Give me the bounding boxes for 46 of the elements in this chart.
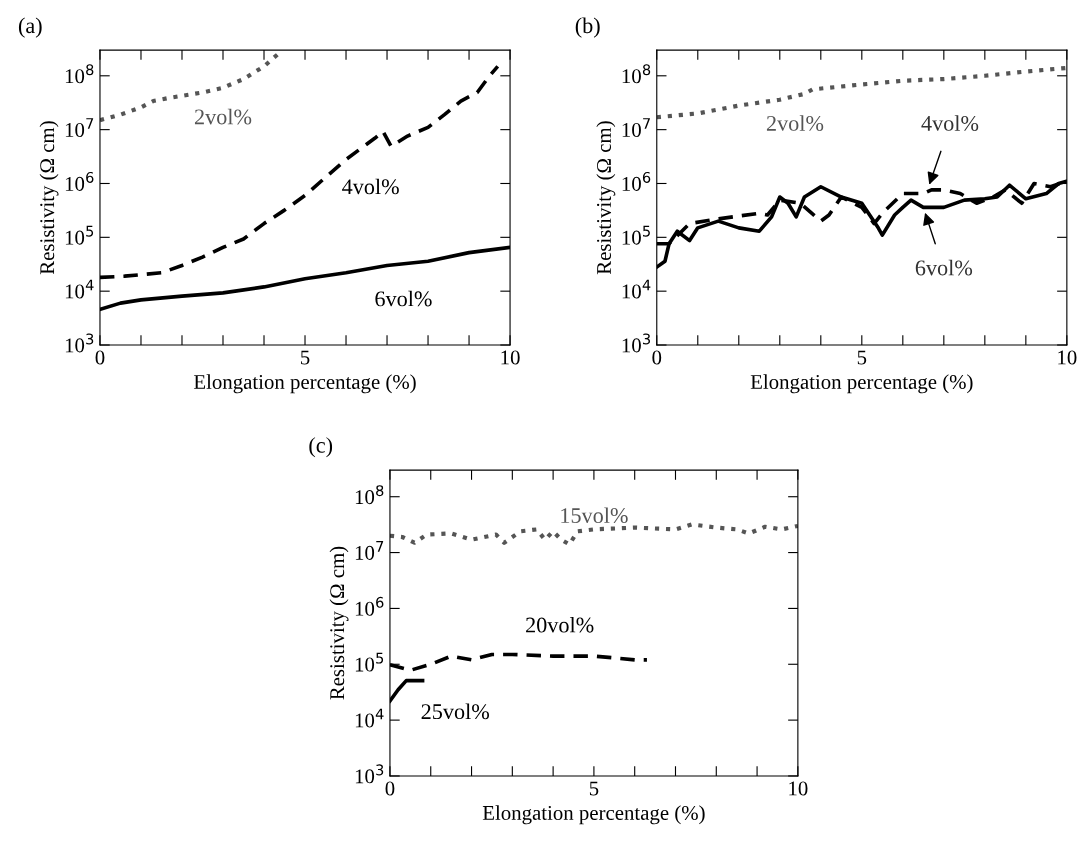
series-label: 2vol% — [766, 115, 824, 131]
annotation: 4vol% — [921, 115, 979, 131]
x-axis-title: Elongation percentage (%) — [193, 374, 416, 394]
y-tick-label: 10$^{7}$ — [65, 118, 94, 137]
series-label: 25vol% — [421, 703, 490, 720]
chart-title: (b) — [575, 17, 600, 38]
y-tick-label: 10$^{6}$ — [65, 171, 94, 191]
y-axis-title: Resistivity (Ω cm) — [39, 121, 59, 275]
x-axis-title: Elongation percentage (%) — [482, 805, 705, 825]
y-tick-label: 10$^{8}$ — [65, 64, 94, 84]
y-tick-label: 10$^{5}$ — [355, 652, 384, 672]
x-axis-title: Elongation percentage (%) — [750, 374, 973, 394]
x-tick-label: 10 — [789, 781, 808, 796]
y-tick-label: 10$^{6}$ — [622, 171, 651, 191]
chart-title: (c) — [309, 437, 333, 458]
y-tick-label: 10$^{7}$ — [622, 118, 650, 137]
y-tick-label: 10$^{5}$ — [65, 225, 94, 245]
y-axis-title: Resistivity (Ω cm) — [329, 546, 349, 700]
series-label: 15vol% — [561, 507, 628, 524]
annotation: 6vol% — [915, 259, 973, 276]
y-tick-label: 10$^{3}$ — [65, 333, 94, 353]
y-tick-label: 10$^{8}$ — [622, 64, 651, 84]
y-tick-label: 10$^{8}$ — [355, 485, 384, 505]
series-label: 6vol% — [375, 290, 432, 307]
x-tick-label: 5 — [857, 350, 867, 365]
y-tick-label: 10$^{4}$ — [65, 279, 94, 299]
y-tick-label: 10$^{3}$ — [622, 333, 651, 353]
y-axis-title: Resistivity (Ω cm) — [596, 121, 616, 275]
series-label: 2vol% — [194, 108, 252, 125]
y-tick-label: 10$^{4}$ — [355, 708, 384, 728]
y-tick-label: 10$^{5}$ — [622, 225, 650, 245]
x-tick-label: 0 — [385, 781, 395, 796]
chart-title: (a) — [18, 17, 42, 38]
series-label: 20vol% — [526, 616, 594, 633]
y-tick-label: 10$^{3}$ — [355, 764, 384, 784]
x-tick-label: 5 — [301, 350, 310, 365]
x-tick-label: 10 — [1058, 350, 1077, 365]
y-tick-label: 10$^{4}$ — [622, 279, 651, 299]
line-series — [389, 522, 798, 547]
x-tick-label: 0 — [652, 350, 662, 365]
x-tick-label: 0 — [95, 350, 105, 365]
x-tick-label: 5 — [589, 781, 599, 796]
x-tick-label: 10 — [501, 350, 520, 365]
series-label: 4vol% — [342, 178, 399, 195]
y-tick-label: 10$^{7}$ — [355, 541, 384, 560]
y-tick-label: 10$^{6}$ — [355, 596, 384, 616]
